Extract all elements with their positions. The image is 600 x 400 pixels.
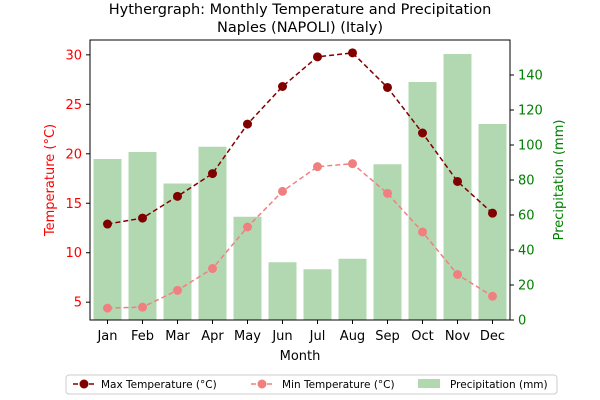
right-axis-tick-label: 140	[518, 69, 543, 84]
x-axis-tick-label: Aug	[340, 329, 365, 344]
right-axis-tick-label: 120	[518, 104, 543, 119]
min-temperature-point	[243, 222, 252, 232]
x-axis-tick-label: Jun	[271, 329, 292, 344]
left-axis-tick-label: 20	[65, 147, 82, 162]
left-axis-title: Temperature (°C)	[43, 124, 58, 237]
right-axis-tick-label: 20	[518, 279, 535, 294]
precipitation-bar	[163, 183, 192, 320]
precipitation-bar	[338, 258, 367, 320]
precipitation-bar	[478, 124, 507, 320]
legend-precip-swatch	[418, 379, 440, 388]
legend-min-marker	[257, 379, 267, 389]
x-axis-tick-label: Sep	[375, 329, 400, 344]
x-axis-tick-label: May	[234, 329, 261, 344]
min-temperature-point	[383, 188, 392, 198]
max-temperature-point	[243, 119, 252, 129]
min-temperature-point	[453, 269, 462, 279]
max-temperature-point	[453, 176, 462, 186]
max-temperature-line	[107, 52, 494, 225]
legend-precip-label: Precipitation (mm)	[450, 379, 548, 391]
legend-max-marker	[79, 379, 89, 389]
min-temperature-point	[103, 303, 112, 313]
max-temperature-point	[173, 191, 182, 201]
chart-title-line2: Naples (NAPOLI) (Italy)	[217, 20, 383, 36]
x-axis-tick-label: Jul	[309, 329, 326, 344]
legend-min-label: Min Temperature (°C)	[282, 379, 395, 391]
x-axis-tick-label: Feb	[131, 329, 154, 344]
right-axis-tick-label: 40	[518, 244, 535, 259]
precipitation-bar	[443, 54, 472, 320]
max-temperature-point	[138, 213, 147, 223]
min-temperature-point	[138, 302, 147, 312]
min-temperature-point	[313, 162, 322, 172]
x-axis-title: Month	[280, 349, 321, 364]
right-axis-tick-label: 80	[518, 174, 535, 189]
left-axis-tick-label: 5	[74, 296, 82, 311]
left-temperature-axis: 5 10 15 20 25 30	[65, 48, 90, 311]
max-temperature-point	[383, 82, 392, 92]
left-axis-tick-label: 10	[65, 246, 82, 261]
right-axis-tick-label: 0	[518, 314, 526, 329]
x-axis-tick-label: Mar	[165, 329, 190, 344]
right-axis-tick-label: 60	[518, 209, 535, 224]
max-temperature-point	[348, 48, 357, 58]
min-temperature-line	[107, 162, 493, 309]
precipitation-bars	[93, 54, 507, 320]
legend: Max Temperature (°C) Min Temperature (°C…	[65, 374, 558, 395]
precipitation-bar	[93, 159, 122, 320]
legend-max-label: Max Temperature (°C)	[101, 379, 217, 391]
x-axis-tick-label: Oct	[411, 329, 433, 344]
max-temperature-point	[488, 208, 497, 218]
max-temperature-series	[103, 48, 497, 229]
left-axis-tick-label: 30	[65, 48, 82, 63]
min-temperature-point	[278, 186, 287, 196]
min-temperature-point	[208, 264, 217, 274]
precipitation-bar	[303, 269, 332, 320]
min-temperature-point	[488, 291, 497, 301]
right-axis-tick-label: 100	[518, 139, 543, 154]
max-temperature-point	[418, 128, 427, 138]
precipitation-bar	[233, 216, 262, 320]
x-axis-tick-label: Apr	[201, 329, 224, 344]
precipitation-bar	[408, 82, 437, 320]
precipitation-bar	[373, 164, 402, 320]
max-temperature-point	[278, 82, 287, 92]
max-temperature-point	[313, 52, 322, 62]
precipitation-bar	[128, 152, 157, 320]
min-temperature-series	[103, 159, 497, 313]
precipitation-bar	[268, 262, 297, 320]
x-axis-tick-label: Dec	[480, 329, 505, 344]
right-precipitation-axis: 0 20 40 60 80 100 120 140	[510, 69, 543, 329]
month-axis: Jan Feb Mar Apr May Jun Jul Aug Sep Oct Nov Dec	[96, 320, 505, 344]
max-temperature-point	[103, 219, 112, 229]
right-axis-title: Precipitation (mm)	[552, 120, 567, 241]
left-axis-tick-label: 25	[65, 98, 82, 113]
x-axis-tick-label: Jan	[96, 329, 117, 344]
x-axis-tick-label: Nov	[445, 329, 471, 344]
left-axis-tick-label: 15	[65, 197, 82, 212]
max-temperature-point	[208, 169, 217, 179]
min-temperature-point	[173, 285, 182, 295]
chart-title-line1: Hythergraph: Monthly Temperature and Pre…	[109, 2, 492, 18]
min-temperature-point	[348, 159, 357, 169]
min-temperature-point	[418, 227, 427, 237]
